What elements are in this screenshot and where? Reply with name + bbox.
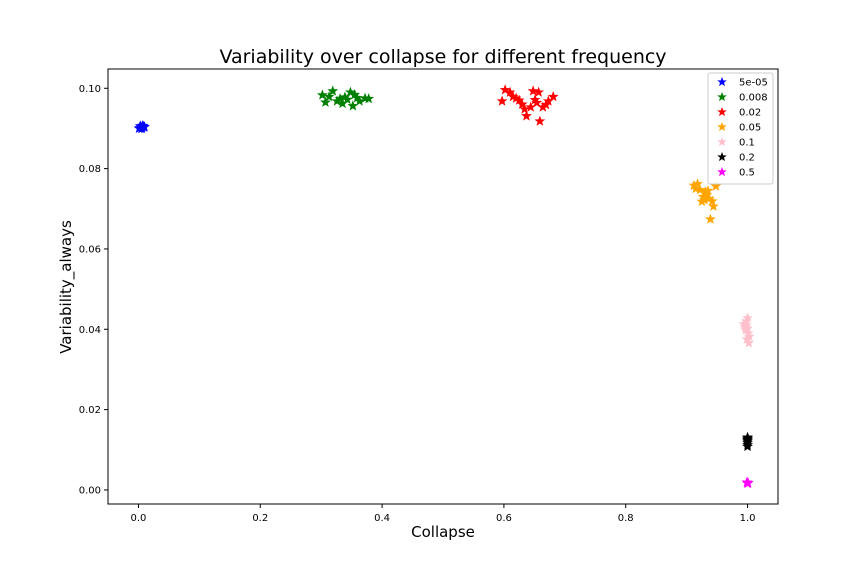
data-point: [534, 115, 546, 126]
data-series: [133, 84, 755, 489]
y-axis: 0.00 0.02 0.04 0.06 0.08 0.10: [79, 84, 108, 496]
data-point: [694, 184, 706, 195]
legend-marker: [717, 76, 727, 87]
series-0.5: [741, 476, 754, 489]
data-point: [519, 103, 530, 114]
data-point: [139, 121, 150, 132]
legend-label: 0.5: [739, 168, 755, 179]
data-point: [742, 322, 753, 334]
legend-label: 0.05: [739, 123, 761, 134]
y-tick-label: 0.10: [79, 84, 101, 95]
data-point: [692, 178, 703, 189]
data-point: [345, 86, 356, 97]
y-tick-label: 0.02: [79, 405, 101, 416]
y-tick-label: 0.00: [79, 485, 101, 496]
data-point: [327, 85, 339, 96]
data-point: [547, 91, 559, 102]
data-point: [533, 86, 545, 97]
data-point: [702, 185, 714, 196]
data-point: [531, 97, 543, 108]
x-tick-label: 0.0: [131, 513, 147, 524]
legend-label: 0.2: [739, 153, 755, 164]
series-0.02: [496, 84, 559, 126]
y-tick-label: 0.06: [79, 244, 101, 255]
series-0.1: [738, 312, 755, 348]
series-0.2: [742, 431, 753, 452]
data-point: [317, 89, 328, 100]
x-tick-label: 0.2: [252, 513, 268, 524]
data-point: [499, 84, 511, 95]
data-point: [705, 213, 716, 224]
data-point: [742, 477, 753, 489]
legend: 5e-05 0.008 0.02 0.05 0.1 0.2 0.5: [707, 72, 774, 185]
data-point: [527, 85, 539, 96]
legend-marker: [717, 121, 727, 132]
data-point: [742, 432, 753, 443]
y-tick-label: 0.04: [79, 325, 101, 336]
series-5e-05: [133, 119, 150, 134]
data-point: [521, 110, 532, 121]
x-tick-label: 0.8: [618, 513, 634, 524]
x-tick-label: 1.0: [740, 513, 756, 524]
data-point: [516, 98, 528, 109]
data-point: [363, 93, 375, 104]
x-tick-label: 0.4: [374, 513, 390, 524]
chart-title: Variability over collapse for different …: [219, 46, 666, 68]
data-point: [706, 195, 718, 206]
x-axis-label: Collapse: [411, 523, 475, 541]
y-axis-label: Variability_always: [57, 220, 76, 354]
legend-marker: [717, 166, 727, 177]
data-point: [496, 95, 508, 106]
data-point: [708, 200, 719, 211]
data-point: [743, 337, 755, 348]
series-0.008: [317, 85, 375, 111]
data-point: [320, 96, 331, 107]
x-tick-label: 0.6: [496, 513, 512, 524]
data-point: [742, 440, 753, 452]
data-point: [743, 330, 755, 342]
legend-marker: [717, 106, 727, 117]
y-tick-label: 0.08: [79, 164, 101, 175]
data-point: [347, 100, 359, 111]
legend-label: 0.008: [739, 93, 768, 104]
legend-marker: [717, 136, 727, 147]
legend-marker: [717, 151, 727, 162]
data-point: [710, 180, 722, 191]
data-point: [341, 93, 353, 105]
legend-label: 0.1: [739, 138, 755, 149]
legend-label: 5e-05: [739, 78, 768, 89]
data-point: [504, 86, 516, 97]
series-0.05: [688, 178, 722, 224]
legend-label: 0.02: [739, 108, 761, 119]
data-point: [513, 94, 525, 105]
data-point: [323, 91, 335, 102]
data-point: [742, 312, 753, 323]
x-axis: 0.0 0.2 0.4 0.6 0.8 1.0: [131, 504, 756, 524]
legend-marker: [717, 91, 727, 102]
plot-area: [107, 68, 779, 505]
